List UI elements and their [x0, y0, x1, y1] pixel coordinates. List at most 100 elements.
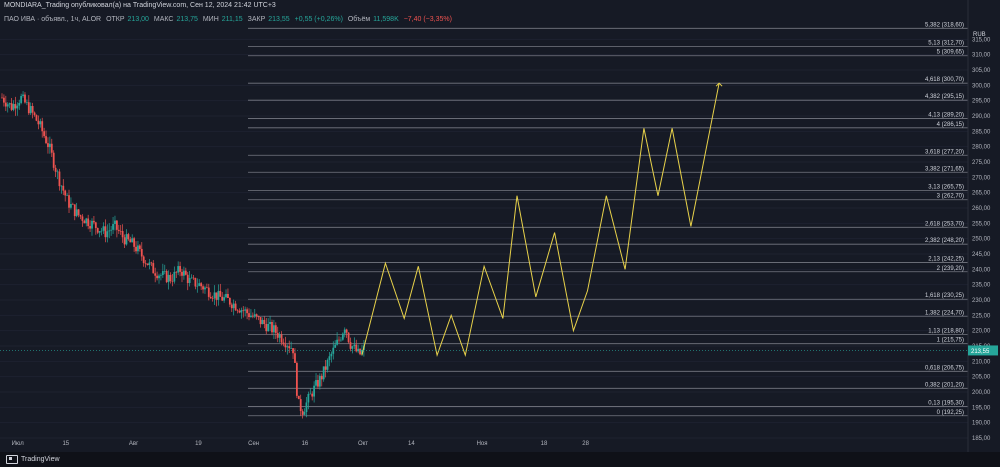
candle-body: [171, 281, 174, 282]
y-tick-label: 210,00: [972, 359, 991, 365]
candle-body: [91, 220, 93, 229]
candle-body: [221, 296, 224, 301]
y-tick-label: 235,00: [972, 283, 991, 289]
candle-body: [125, 234, 128, 245]
fib-level-label: 4,618 (300,70): [925, 77, 964, 83]
candle-body: [320, 375, 323, 380]
fib-level-label: 2 (239,20): [937, 266, 964, 272]
candle-body: [108, 230, 111, 232]
candle-body: [322, 366, 325, 380]
candle-body: [1, 97, 3, 99]
candle-body: [234, 303, 237, 311]
candle-body: [259, 317, 262, 325]
candle-body: [56, 171, 59, 173]
ohlc-legend: ПАО ИВА · объявл., 1ч, ALOR ОТКР 213,00 М…: [4, 16, 455, 23]
y-tick-label: 200,00: [972, 390, 991, 396]
fib-level-label: 4 (286,15): [937, 122, 964, 128]
y-tick-label: 245,00: [972, 252, 991, 258]
y-tick-label: 250,00: [972, 237, 991, 243]
tradingview-logo[interactable]: TradingView: [6, 455, 60, 464]
y-tick-label: 230,00: [972, 298, 991, 304]
fib-level-label: 5,13 (312,70): [928, 40, 964, 46]
candle-body: [338, 339, 340, 341]
chart-grid: [0, 38, 968, 439]
y-tick-label: 225,00: [972, 313, 991, 319]
candle-body: [204, 287, 206, 290]
fib-level-label: 2,618 (253,70): [925, 221, 964, 227]
candle-body: [341, 333, 344, 340]
candle-body: [205, 287, 208, 289]
candle-body: [215, 292, 218, 300]
candle-body: [340, 339, 342, 341]
candle-body: [301, 411, 304, 415]
candle-body: [119, 230, 122, 232]
candle-body: [290, 348, 293, 349]
candle-body: [211, 298, 214, 299]
candle-body: [274, 325, 277, 333]
candle-body: [246, 309, 248, 314]
candle-body: [361, 349, 363, 355]
candle-body: [52, 152, 55, 168]
candle-body: [144, 263, 147, 264]
candle-body: [278, 334, 281, 338]
candle-body: [66, 195, 69, 196]
candle-body: [228, 297, 231, 305]
candle-body: [112, 224, 114, 230]
candle-body: [177, 266, 180, 273]
candle-body: [330, 353, 333, 357]
candle-body: [175, 271, 178, 273]
candle-body: [60, 185, 63, 187]
open-label: ОТКР: [106, 16, 125, 23]
high-value: 213,75: [176, 16, 198, 23]
candle-body: [271, 321, 273, 333]
y-tick-label: 255,00: [972, 221, 991, 227]
candle-body: [37, 120, 40, 125]
candle-body: [8, 103, 11, 105]
candle-body: [161, 271, 164, 275]
candle-body: [39, 121, 42, 125]
candle-body: [280, 334, 283, 343]
candle-body: [255, 314, 258, 317]
fib-level-label: 3,618 (277,20): [925, 149, 964, 155]
candle-body: [307, 393, 310, 403]
candle-body: [64, 190, 67, 196]
candle-body: [131, 238, 134, 243]
candle-body: [20, 95, 23, 103]
candle-body: [137, 245, 139, 252]
y-tick-label: 295,00: [972, 99, 991, 105]
price-chart[interactable]: 5,382 (318,60) 5,13 (312,70) 5 (309,65) 4,6…: [0, 0, 1000, 452]
y-tick-label: 205,00: [972, 375, 991, 381]
candle-body: [179, 266, 181, 272]
candle-body: [315, 380, 317, 386]
candle-body: [284, 344, 287, 348]
fib-level-label: 5 (309,65): [937, 50, 964, 56]
close-value: 213,55: [268, 16, 290, 23]
candle-body: [94, 222, 97, 229]
y-tick-label: 195,00: [972, 405, 991, 411]
fib-level-label: 1,13 (218,80): [928, 328, 964, 334]
candle-body: [48, 143, 51, 148]
candle-body: [115, 220, 118, 230]
close-label: ЗАКР: [247, 16, 266, 23]
candle-body: [238, 310, 241, 313]
last-price-tag: [968, 345, 998, 356]
candle-body: [154, 273, 157, 276]
candle-body: [345, 329, 348, 333]
x-tick-label: 16: [302, 441, 309, 447]
projection-arrowhead: [715, 82, 723, 87]
candle-body: [276, 332, 279, 338]
candle-body: [43, 131, 46, 137]
candle-body: [31, 106, 34, 113]
candle-body: [29, 106, 32, 114]
candle-body: [253, 314, 256, 317]
change-value: +0,55 (+0,26%): [294, 16, 343, 23]
candle-body: [121, 231, 124, 238]
x-tick-label: Июл: [12, 441, 25, 447]
candle-body: [135, 246, 137, 252]
candle-body: [87, 218, 90, 227]
candle-body: [336, 339, 338, 345]
y-tick-label: 240,00: [972, 267, 991, 273]
fib-extension: 5,382 (318,60) 5,13 (312,70) 5 (309,65) 4,6…: [248, 22, 968, 417]
candle-body: [163, 270, 166, 272]
